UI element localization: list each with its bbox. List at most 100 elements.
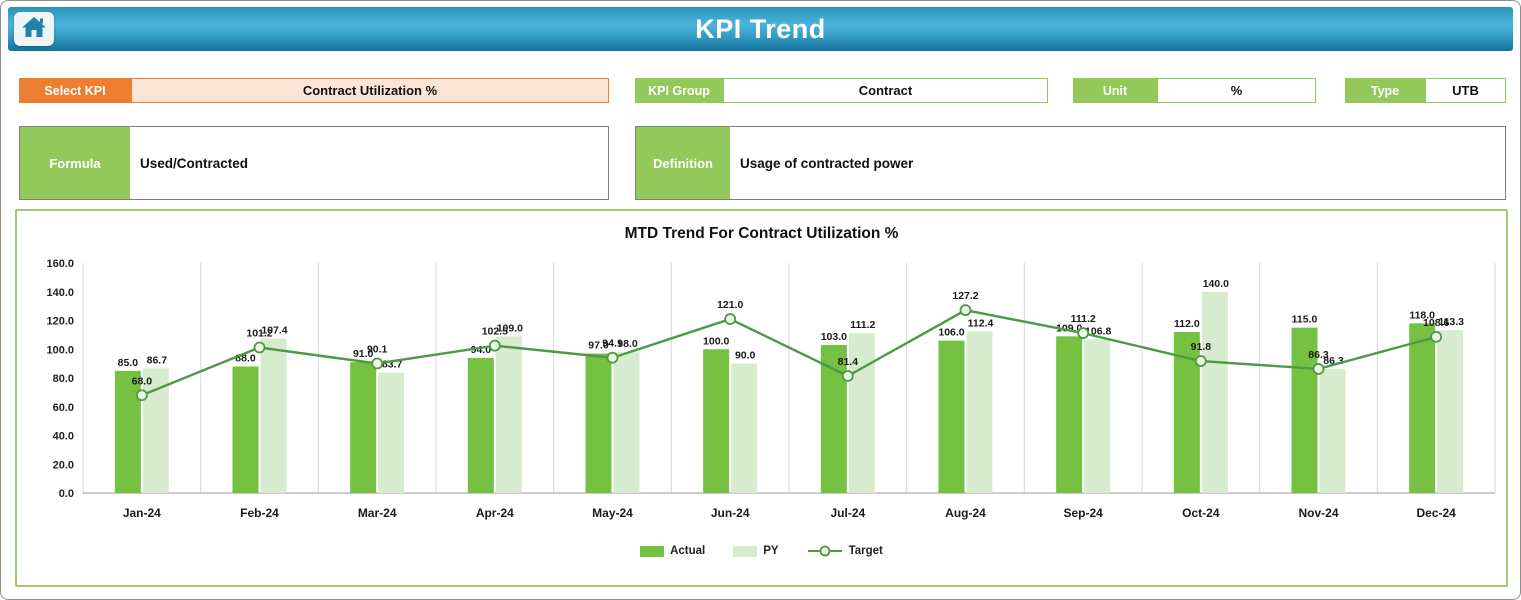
x-axis-category-label: Oct-24 bbox=[1182, 506, 1220, 520]
bar-py bbox=[613, 352, 640, 493]
target-data-label: 81.4 bbox=[838, 356, 859, 368]
actual-data-label: 85.0 bbox=[118, 357, 139, 369]
bar-py bbox=[1084, 339, 1111, 493]
legend-swatch-actual-icon bbox=[640, 545, 665, 557]
x-axis-category-label: Jun-24 bbox=[711, 506, 750, 520]
target-marker bbox=[1077, 327, 1090, 340]
select-kpi-label: Select KPI bbox=[19, 78, 131, 103]
legend-label-target: Target bbox=[848, 545, 883, 557]
actual-data-label: 106.0 bbox=[938, 327, 964, 339]
x-axis-category-label: Mar-24 bbox=[358, 506, 397, 520]
legend-swatch-py-icon bbox=[733, 545, 758, 557]
definition-field: Definition Usage of contracted power bbox=[635, 126, 1506, 200]
legend-item-target: Target bbox=[807, 545, 883, 557]
type-value: UTB bbox=[1425, 78, 1506, 103]
home-icon bbox=[21, 15, 47, 44]
py-data-label: 98.0 bbox=[617, 338, 638, 350]
target-data-label: 68.0 bbox=[132, 375, 153, 387]
py-data-label: 109.0 bbox=[497, 322, 523, 334]
target-marker bbox=[1194, 355, 1207, 367]
target-marker bbox=[724, 313, 737, 325]
unit-label: Unit bbox=[1073, 78, 1157, 103]
definition-label: Definition bbox=[636, 127, 730, 199]
target-marker bbox=[1312, 363, 1325, 375]
select-kpi-dropdown[interactable]: Contract Utilization % bbox=[131, 78, 609, 103]
unit-value: % bbox=[1157, 78, 1316, 103]
bar-py bbox=[378, 372, 405, 493]
bar-actual bbox=[703, 349, 730, 493]
target-marker bbox=[371, 357, 384, 370]
x-axis-category-label: Jul-24 bbox=[830, 506, 865, 520]
target-marker bbox=[841, 370, 854, 382]
kpi-group-field: KPI Group Contract bbox=[635, 78, 1048, 103]
target-data-label: 90.1 bbox=[367, 343, 388, 355]
target-marker bbox=[959, 304, 972, 317]
legend-item-py: PY bbox=[733, 545, 779, 557]
y-axis-tick-label: 100.0 bbox=[46, 344, 74, 356]
kpi-trend-chart: 0.0 20.0 40.0 60.0 80.0 100.0 120.0 140.0 160.0 8… bbox=[46, 258, 1496, 520]
target-marker bbox=[606, 351, 619, 364]
formula-field: Formula Used/Contracted bbox=[19, 126, 609, 200]
formula-label: Formula bbox=[20, 127, 130, 199]
target-data-label: 91.8 bbox=[1191, 341, 1212, 353]
bar-py bbox=[848, 333, 875, 493]
target-data-label: 101.2 bbox=[246, 328, 272, 340]
bar-py bbox=[1201, 291, 1228, 493]
legend-swatch-target-icon bbox=[807, 545, 842, 557]
chart-title: MTD Trend For Contract Utilization % bbox=[624, 225, 899, 242]
y-axis-tick-label: 120.0 bbox=[46, 316, 74, 328]
chart-panel: MTD Trend For Contract Utilization % 0.0… bbox=[15, 209, 1508, 587]
py-data-label: 111.2 bbox=[850, 319, 875, 331]
actual-data-label: 112.0 bbox=[1174, 318, 1200, 330]
legend-label-py: PY bbox=[763, 545, 779, 557]
home-button[interactable] bbox=[14, 12, 54, 46]
x-axis-category-label: Dec-24 bbox=[1416, 506, 1456, 520]
target-marker bbox=[253, 341, 266, 354]
x-axis-category-label: Aug-24 bbox=[945, 506, 986, 520]
legend-label-actual: Actual bbox=[670, 545, 706, 557]
x-axis-category-label: May-24 bbox=[592, 506, 633, 520]
py-data-label: 90.0 bbox=[735, 350, 756, 362]
target-data-label: 94.1 bbox=[602, 338, 623, 350]
type-field: Type UTB bbox=[1345, 78, 1506, 103]
page-title: KPI Trend bbox=[695, 13, 826, 44]
chart-legend: Actual PY Target bbox=[17, 545, 1506, 557]
bar-actual bbox=[467, 357, 494, 493]
y-axis-tick-label: 80.0 bbox=[53, 373, 74, 385]
select-kpi-field: Select KPI Contract Utilization % bbox=[19, 78, 609, 103]
y-axis-tick-label: 60.0 bbox=[53, 402, 74, 414]
bar-py bbox=[1437, 330, 1464, 493]
x-axis-category-label: Feb-24 bbox=[240, 506, 279, 520]
target-data-label: 108.6 bbox=[1423, 317, 1449, 329]
py-data-label: 86.7 bbox=[147, 354, 168, 366]
x-axis-category-label: Nov-24 bbox=[1298, 506, 1338, 520]
bar-py bbox=[731, 363, 758, 493]
target-marker bbox=[135, 389, 148, 402]
bar-py bbox=[495, 336, 522, 493]
actual-data-label: 100.0 bbox=[703, 335, 729, 347]
target-marker bbox=[1430, 330, 1443, 343]
bar-actual bbox=[938, 340, 965, 493]
kpi-group-label: KPI Group bbox=[635, 78, 723, 103]
target-data-label: 121.0 bbox=[717, 299, 743, 311]
bar-actual bbox=[1409, 323, 1436, 493]
bar-actual bbox=[350, 362, 377, 493]
y-axis-tick-label: 40.0 bbox=[53, 431, 74, 443]
x-axis-category-label: Jan-24 bbox=[123, 506, 161, 520]
actual-data-label: 97.0 bbox=[588, 340, 609, 352]
legend-item-actual: Actual bbox=[640, 545, 705, 557]
target-marker bbox=[488, 339, 501, 352]
type-label: Type bbox=[1345, 78, 1425, 103]
x-axis-category-label: Apr-24 bbox=[476, 506, 514, 520]
bar-py bbox=[260, 338, 287, 493]
actual-data-label: 115.0 bbox=[1292, 314, 1318, 326]
py-data-label: 113.3 bbox=[1438, 316, 1464, 328]
y-axis-tick-label: 140.0 bbox=[46, 287, 74, 299]
bar-py bbox=[966, 331, 993, 493]
bar-py bbox=[1319, 368, 1346, 493]
kpi-group-value: Contract bbox=[723, 78, 1048, 103]
actual-data-label: 91.0 bbox=[353, 348, 374, 360]
bar-actual bbox=[232, 366, 259, 493]
target-data-label: 86.3 bbox=[1308, 349, 1329, 361]
